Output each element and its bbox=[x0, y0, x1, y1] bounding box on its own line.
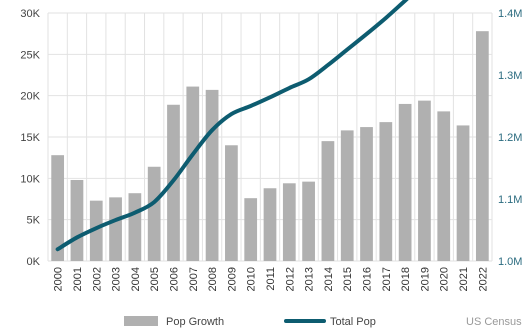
x-tick-label: 2014 bbox=[323, 267, 335, 291]
bar bbox=[360, 127, 373, 261]
legend-swatch-bar bbox=[124, 316, 158, 326]
bar bbox=[418, 100, 431, 261]
bar bbox=[225, 145, 238, 261]
x-tick-label: 2007 bbox=[188, 267, 200, 291]
x-tick-label: 2003 bbox=[111, 267, 123, 291]
x-tick-label: 2005 bbox=[149, 267, 161, 291]
bar bbox=[89, 200, 103, 261]
bar bbox=[302, 181, 315, 261]
bar bbox=[244, 198, 258, 261]
x-tick-label: 2004 bbox=[130, 267, 142, 291]
x-tick-label: 2009 bbox=[226, 267, 238, 291]
legend: Pop Growth Total Pop US Census bbox=[124, 316, 522, 328]
right-tick-label: 1.1M bbox=[498, 194, 522, 206]
left-tick-label: 15K bbox=[20, 132, 40, 144]
x-tick-label: 2019 bbox=[419, 267, 431, 291]
line-series bbox=[55, 0, 409, 252]
left-tick-label: 30K bbox=[20, 8, 40, 20]
x-tick-label: 2000 bbox=[53, 267, 65, 291]
right-axis: 1.0M 1.1M 1.2M 1.3M 1.4M bbox=[498, 8, 522, 268]
x-axis: 2000 2001 2002 2003 2004 2005 2006 2007 2008 2009… bbox=[53, 267, 490, 291]
bar bbox=[51, 155, 65, 261]
left-tick-label: 0K bbox=[27, 256, 41, 268]
bar bbox=[128, 193, 142, 261]
bar bbox=[456, 125, 470, 261]
bar bbox=[186, 86, 200, 261]
bar-series bbox=[51, 31, 489, 262]
bar bbox=[70, 179, 84, 261]
x-tick-label: 2001 bbox=[72, 267, 84, 291]
bar bbox=[263, 188, 277, 261]
x-tick-label: 2022 bbox=[477, 267, 489, 291]
x-tick-label: 2002 bbox=[91, 267, 103, 291]
legend-label-line: Total Pop bbox=[330, 316, 376, 328]
right-tick-label: 1.4M bbox=[498, 8, 522, 20]
left-tick-label: 25K bbox=[20, 49, 40, 61]
x-tick-label: 2013 bbox=[304, 267, 316, 291]
x-tick-label: 2006 bbox=[168, 267, 180, 291]
bar bbox=[205, 89, 219, 261]
bar bbox=[321, 141, 335, 261]
total-pop-line bbox=[55, 0, 409, 252]
right-tick-label: 1.3M bbox=[498, 70, 522, 82]
bar bbox=[398, 103, 412, 261]
x-tick-label: 2011 bbox=[265, 267, 277, 291]
bar bbox=[109, 197, 122, 261]
bar bbox=[147, 166, 161, 261]
left-tick-label: 10K bbox=[20, 173, 40, 185]
left-tick-label: 20K bbox=[20, 91, 40, 103]
source-note: US Census bbox=[466, 316, 522, 328]
x-tick-label: 2020 bbox=[439, 267, 451, 291]
bar bbox=[475, 31, 489, 262]
x-tick-label: 2012 bbox=[284, 267, 296, 291]
right-tick-label: 1.2M bbox=[498, 132, 522, 144]
x-tick-label: 2015 bbox=[342, 267, 354, 291]
bar bbox=[282, 183, 296, 261]
left-tick-label: 5K bbox=[27, 215, 41, 227]
x-tick-label: 2008 bbox=[207, 267, 219, 291]
x-tick-label: 2018 bbox=[400, 267, 412, 291]
x-tick-label: 2017 bbox=[381, 267, 393, 291]
gridlines bbox=[47, 12, 493, 262]
bar bbox=[340, 130, 354, 261]
x-tick-label: 2016 bbox=[362, 267, 374, 291]
legend-label-bar: Pop Growth bbox=[166, 316, 224, 328]
left-axis: 0K 5K 10K 15K 20K 25K 30K bbox=[20, 8, 40, 268]
right-tick-label: 1.0M bbox=[498, 256, 522, 268]
bar bbox=[437, 111, 451, 261]
x-tick-label: 2021 bbox=[458, 267, 470, 291]
x-tick-label: 2010 bbox=[246, 267, 258, 291]
bar bbox=[379, 122, 393, 262]
